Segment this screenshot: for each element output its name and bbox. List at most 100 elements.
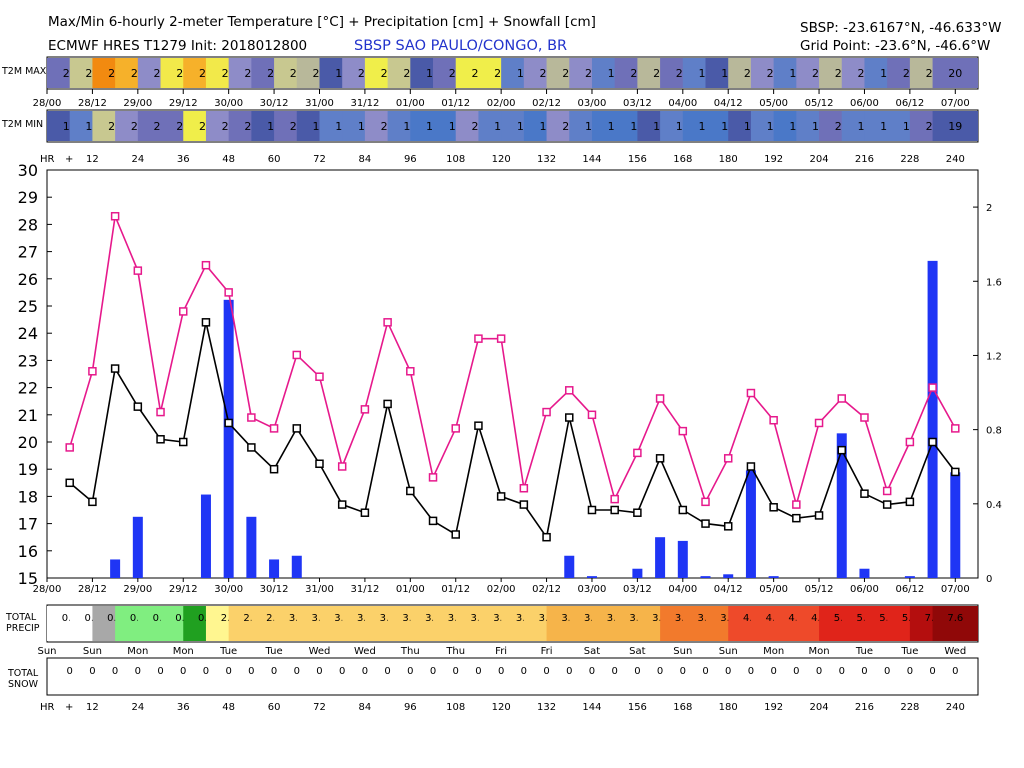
temperature-tick-label: 21 xyxy=(18,406,38,425)
max-temperature-marker xyxy=(269,424,279,433)
precip-label-2: PRECIP xyxy=(6,623,40,634)
total-snow-value: 0 xyxy=(816,666,822,677)
temperature-tick-label: 17 xyxy=(18,515,38,534)
hour-tick-label: 12 xyxy=(86,154,99,165)
date-tick-label: 05/12 xyxy=(805,98,834,109)
max-temperature-marker xyxy=(383,318,392,327)
hour-tick-label: 120 xyxy=(492,154,511,165)
temperature-tick-label: 28 xyxy=(18,215,38,234)
hour-tick-label-bottom: 60 xyxy=(268,702,281,713)
total-snow-value: 0 xyxy=(589,666,595,677)
hour-tick-label-bottom: 36 xyxy=(177,702,190,713)
hour-tick-label: 204 xyxy=(810,154,829,165)
min-temperature-marker xyxy=(110,364,120,373)
date-tick-label: 03/12 xyxy=(623,98,652,109)
max-temperature-marker xyxy=(360,405,370,414)
hour-tick-label-bottom: 192 xyxy=(764,702,783,713)
date-tick-label: 02/00 xyxy=(487,98,516,109)
day-name-label: Tue xyxy=(219,646,237,657)
total-snow-value: 0 xyxy=(89,666,95,677)
min-temperature-marker xyxy=(178,437,188,447)
min-temperature-marker xyxy=(860,489,869,498)
total-snow-value: 0 xyxy=(475,666,481,677)
precipitation-bars xyxy=(110,260,961,578)
day-name-label: Mon xyxy=(173,646,194,657)
total-snow-value: 0 xyxy=(498,666,504,677)
min-temperature-marker xyxy=(769,503,778,512)
min-temperature-marker xyxy=(951,467,960,477)
min-temperature-marker xyxy=(678,505,688,515)
date-tick-label: 01/00 xyxy=(396,98,425,109)
total-precip-cell xyxy=(932,606,978,641)
total-snow-value: 0 xyxy=(271,666,277,677)
precipitation-bar xyxy=(269,559,280,578)
max-temperature-marker xyxy=(837,394,847,403)
day-name-label: Thu xyxy=(445,646,465,657)
hour-tick-label-bottom: 180 xyxy=(719,702,738,713)
day-name-label: Sun xyxy=(673,646,692,657)
max-temperature-marker xyxy=(746,388,756,398)
total-snow-value: 0 xyxy=(634,666,640,677)
min-temperature-line xyxy=(69,322,956,540)
date-tick-label-bottom: 31/12 xyxy=(350,584,379,595)
total-snow-value: 0 xyxy=(793,666,799,677)
precipitation-bar xyxy=(927,260,938,578)
max-temperature-marker xyxy=(655,394,665,403)
min-temperature-marker xyxy=(451,530,460,539)
hour-tick-label: 228 xyxy=(900,154,919,165)
day-name-label: Fri xyxy=(495,646,507,657)
hour-tick-label-bottom: 228 xyxy=(900,702,919,713)
hour-tick-label-bottom: 72 xyxy=(313,702,326,713)
date-tick-label-bottom: 07/00 xyxy=(941,584,970,595)
precipitation-bar xyxy=(586,576,597,578)
max-temperature-marker xyxy=(678,426,688,436)
total-snow-strip: 0 0 0 0 0 0 0 0 0 0 0 0 0 0 0 0 0 0 0 0 0 0 0 0 0 0 0 0 0 0 0 0 0 0 0 0 0 0 0 0 xyxy=(67,666,959,677)
max-temperature-line xyxy=(68,213,956,508)
temperature-tick-label: 30 xyxy=(18,161,38,180)
day-name-labels: Sun Sun Mon Mon Tue Tue Wed Wed Thu Thu Fri Fri Sat S… xyxy=(37,646,966,657)
min-temperature-marker xyxy=(406,486,415,496)
max-temperature-marker xyxy=(792,500,801,509)
t2m-max-label: T2M MAX xyxy=(1,66,47,77)
max-temperature-marker xyxy=(519,483,529,493)
precipitation-bar xyxy=(291,555,302,578)
total-snow-value: 0 xyxy=(362,666,368,677)
precipitation-bar xyxy=(904,576,915,578)
hour-tick-labels-bottom: 12 24 36 48 60 72 84 96 108 120 132 144 156 168 180 192… xyxy=(86,702,965,713)
min-temperature-marker xyxy=(587,505,597,515)
min-temperature-marker xyxy=(133,402,143,411)
day-name-label: Sat xyxy=(629,646,645,657)
date-tick-label-bottom: 03/00 xyxy=(578,584,607,595)
hour-tick-label-bottom: 168 xyxy=(673,702,692,713)
total-snow-value: 0 xyxy=(861,666,867,677)
hour-tick-label-bottom: 132 xyxy=(537,702,556,713)
hour-tick-label: 132 xyxy=(537,154,556,165)
precipitation-bar xyxy=(836,433,847,578)
hour-tick-label-bottom: 24 xyxy=(131,702,144,713)
min-temperature-marker xyxy=(224,418,233,428)
date-tick-label: 01/12 xyxy=(441,98,470,109)
min-temperature-marker xyxy=(928,437,937,447)
total-snow-value: 0 xyxy=(521,666,527,677)
date-tick-label: 06/12 xyxy=(895,98,924,109)
temperature-tick-label: 24 xyxy=(18,324,38,343)
precipitation-bar xyxy=(223,299,234,578)
day-name-label: Wed xyxy=(354,646,376,657)
hour-tick-label-bottom: 12 xyxy=(86,702,99,713)
total-snow-value: 0 xyxy=(657,666,663,677)
total-snow-value: 0 xyxy=(248,666,254,677)
precipitation-bar xyxy=(723,574,734,578)
total-snow-value: 0 xyxy=(952,666,958,677)
precipitation-bar xyxy=(950,472,961,578)
total-snow-value: 0 xyxy=(157,666,163,677)
snow-strip-frame xyxy=(46,657,979,696)
hour-tick-labels-top: 12 24 36 48 60 72 84 96 108 120 132 144 156 168 180 192… xyxy=(86,154,965,165)
total-snow-value: 0 xyxy=(611,666,617,677)
hour-tick-label: 60 xyxy=(268,154,281,165)
precipitation-bar xyxy=(110,559,121,578)
hr-label-top: HR xyxy=(40,154,55,165)
max-temperature-marker xyxy=(769,415,778,425)
temperature-tick-label: 19 xyxy=(18,460,38,479)
total-snow-value: 0 xyxy=(702,666,708,677)
